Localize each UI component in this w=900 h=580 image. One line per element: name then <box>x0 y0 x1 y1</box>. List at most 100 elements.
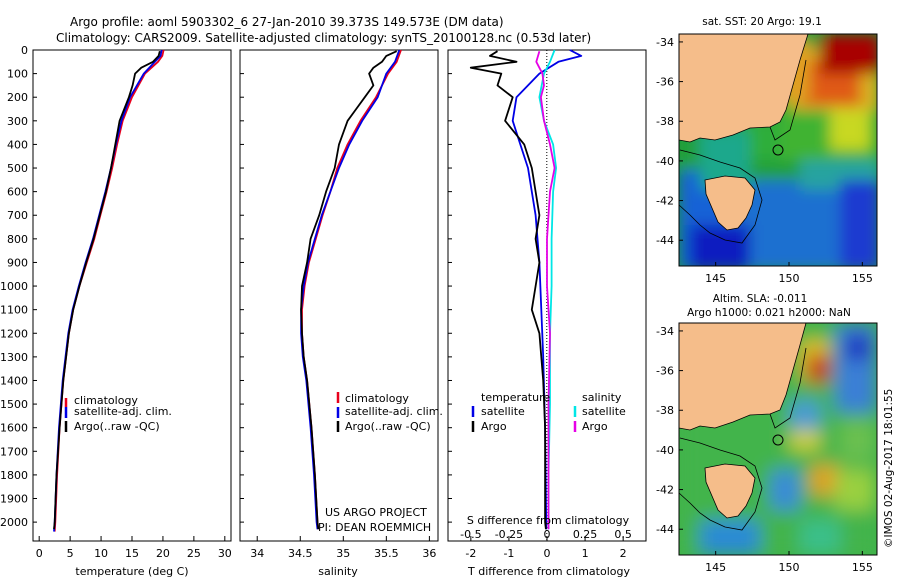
depth-axis: 0 100 200 300 400 500 600 700 800 900 1000 1100 1200… <box>0 44 37 529</box>
x-tick-label: 30 <box>218 547 232 560</box>
legend-s-argo: Argo <box>582 420 608 433</box>
lat-tick-label: -42 <box>656 195 674 208</box>
x-tick-label: 2 <box>620 547 627 560</box>
depth-tick-label: 1800 <box>0 469 28 482</box>
depth-tick-label: 200 <box>7 91 28 104</box>
depth-tick-label: 1100 <box>0 304 28 317</box>
depth-tick-label: 2000 <box>0 516 28 529</box>
x-tick-label: 35 <box>336 547 350 560</box>
legend-title-salinity: salinity <box>582 391 622 404</box>
depth-tick-label: 300 <box>7 115 28 128</box>
temperature-x-label: temperature (deg C) <box>75 565 188 578</box>
x-tick-label: 36 <box>422 547 436 560</box>
lat-tick-label: -44 <box>656 523 674 536</box>
depth-tick-label: 1900 <box>0 493 28 506</box>
temperature-legend: climatology satellite-adj. clim. Argo(..… <box>64 394 172 433</box>
legend-climatology: climatology <box>74 394 138 407</box>
x-tick-label: 25 <box>187 547 201 560</box>
sst-map-axes: -34 -36 -38 -40 -42 -44 145 150 155 <box>656 36 873 285</box>
lon-tick-label: 145 <box>705 561 726 574</box>
sla-map: Altim. SLA: -0.011 Argo h1000: 0.021 h20… <box>656 293 878 574</box>
sla-map-title-1: Altim. SLA: -0.011 <box>713 293 808 305</box>
header-line1: Argo profile: aoml 5903302_6 27-Jan-2010… <box>70 15 504 29</box>
salinity-x-label: salinity <box>318 565 358 578</box>
depth-tick-label: 1000 <box>0 280 28 293</box>
sst-map-title: sat. SST: 20 Argo: 19.1 <box>702 16 822 28</box>
sst-map: sat. SST: 20 Argo: 19.1 <box>656 16 878 285</box>
salinity-axes-box <box>239 49 439 542</box>
depth-tick-label: 1200 <box>0 327 28 340</box>
lon-tick-label: 150 <box>779 272 800 285</box>
t-difference-label: T difference from climatology <box>467 565 630 578</box>
credit-pi: PI: DEAN ROEMMICH <box>318 521 431 534</box>
depth-tick-label: 0 <box>21 44 28 57</box>
x-tick-label: -1 <box>503 547 514 560</box>
legend-argo: Argo(..raw -QC) <box>74 420 160 433</box>
lat-tick-label: -36 <box>656 76 674 89</box>
legend-title-temperature: temperature <box>481 391 550 404</box>
x-tick-label: 10 <box>94 547 108 560</box>
salinity-panel: 34 34.5 35 35.5 36 climatology satellite-adj… <box>239 49 443 578</box>
x-tick-label: 34.5 <box>288 547 313 560</box>
x-tick-label: 35.5 <box>374 547 399 560</box>
legend-t-satellite: satellite <box>481 405 525 418</box>
argo-location-marker <box>772 144 784 156</box>
lat-tick-label: -36 <box>656 365 674 378</box>
lat-tick-label: -40 <box>656 155 674 168</box>
lon-tick-label: 150 <box>779 561 800 574</box>
legend-climatology: climatology <box>345 392 409 405</box>
argo-location-marker <box>772 434 784 446</box>
difference-legend: temperature salinity satellite Argo sate… <box>471 391 626 433</box>
lat-tick-label: -38 <box>656 115 674 128</box>
x-tick-label: 5 <box>67 547 74 560</box>
series-line-argo <box>469 50 547 530</box>
s-tick-label: 0.25 <box>573 528 598 541</box>
legend-argo: Argo(..raw -QC) <box>345 420 431 433</box>
temperature-x-axis: 0 5 10 15 20 25 30 <box>36 536 232 560</box>
series-line-argo-raw-qc- <box>53 50 161 530</box>
x-tick-label: 34 <box>250 547 264 560</box>
depth-tick-label: 900 <box>7 256 28 269</box>
x-tick-label: 15 <box>125 547 139 560</box>
lat-tick-label: -38 <box>656 404 674 417</box>
x-tick-label: 0 <box>544 547 551 560</box>
difference-profiles <box>469 49 583 530</box>
sla-map-title-2: Argo h1000: 0.021 h2000: NaN <box>687 307 851 319</box>
sla-field <box>679 323 877 555</box>
depth-tick-label: 800 <box>7 233 28 246</box>
temperature-profiles <box>53 49 165 532</box>
salinity-x-axis: 34 34.5 35 35.5 36 <box>240 49 436 560</box>
x-tick-label: 1 <box>582 547 589 560</box>
difference-panel: -2 -1 0 1 2 -0.5 -0.25 0 0.25 0.5 temperature sa… <box>447 49 647 578</box>
depth-tick-label: 500 <box>7 162 28 175</box>
series-line-salinity-argo <box>535 50 556 530</box>
legend-satellite-adj: satellite-adj. clim. <box>74 405 172 418</box>
lat-tick-label: -44 <box>656 234 674 247</box>
imos-stamp: ©IMOS 02-Aug-2017 18:01:55 <box>883 389 895 548</box>
sla-map-axes: -34 -36 -38 -40 -42 -44 145 150 155 <box>656 325 873 574</box>
s-tick-label: 0.5 <box>614 528 632 541</box>
lon-tick-label: 145 <box>705 272 726 285</box>
s-difference-label: S difference from climatology <box>467 514 630 527</box>
legend-t-argo: Argo <box>481 420 507 433</box>
depth-tick-label: 1300 <box>0 351 28 364</box>
depth-tick-label: 1600 <box>0 422 28 435</box>
depth-tick-label: 1700 <box>0 445 28 458</box>
legend-satellite-adj: satellite-adj. clim. <box>345 405 443 418</box>
s-tick-label: 0 <box>544 528 551 541</box>
depth-tick-label: 600 <box>7 186 28 199</box>
legend-s-satellite: satellite <box>582 405 626 418</box>
depth-tick-label: 700 <box>7 209 28 222</box>
lat-tick-label: -42 <box>656 484 674 497</box>
x-tick-label: -2 <box>465 547 476 560</box>
x-tick-label: 20 <box>156 547 170 560</box>
series-line-argo-raw-qc- <box>300 50 398 530</box>
s-difference-x-axis: -0.5 -0.25 0 0.25 0.5 <box>460 528 632 541</box>
salinity-profiles <box>300 49 402 530</box>
depth-tick-label: 100 <box>7 68 28 81</box>
header-line2: Climatology: CARS2009. Satellite-adjuste… <box>56 31 591 45</box>
s-tick-label: -0.25 <box>495 528 523 541</box>
depth-tick-label: 400 <box>7 138 28 151</box>
depth-tick-label: 1400 <box>0 374 28 387</box>
